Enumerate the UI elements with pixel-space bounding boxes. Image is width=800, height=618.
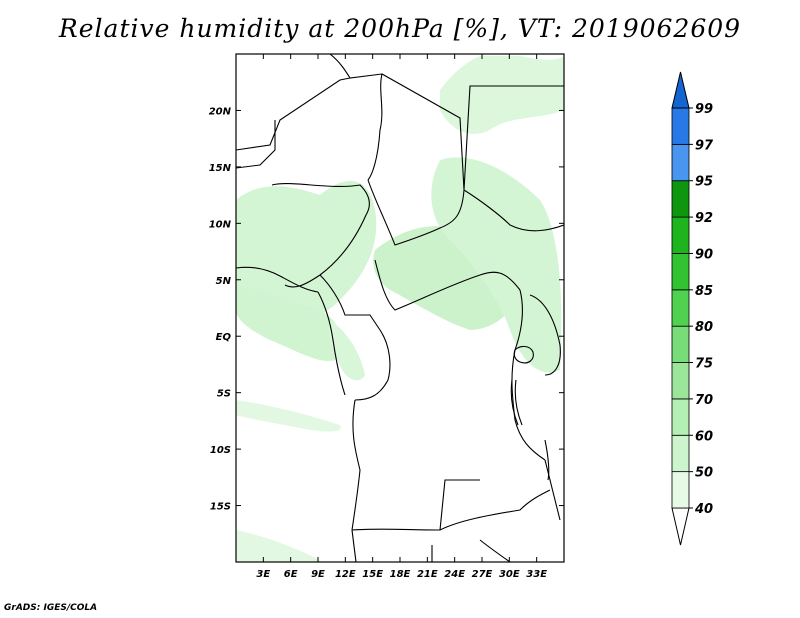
- lat-tick-label: 10S: [210, 445, 231, 456]
- lat-tick-label: 20N: [209, 106, 232, 117]
- lon-tick-label: 27E: [472, 569, 493, 580]
- colorbar-swatch: [671, 253, 690, 291]
- boundary-nigeria: [271, 183, 370, 288]
- boundary-angola-south: [351, 479, 480, 531]
- grads-credit: GrADS: IGES/COLA: [4, 603, 98, 613]
- humidity-patch-north: [440, 56, 564, 134]
- lake-victoria: [513, 345, 534, 364]
- humidity-patch-congo: [328, 320, 365, 381]
- boundary-east-coast: [529, 294, 561, 376]
- boundary-zimbabwe: [431, 539, 511, 562]
- boundary-zambia: [439, 489, 551, 531]
- lon-tick-label: 12E: [335, 569, 356, 580]
- lon-tick-label: 18E: [390, 569, 411, 580]
- map-panel: [235, 53, 565, 563]
- boundary-angola: [351, 399, 361, 531]
- colorbar-level-label: 40: [694, 502, 713, 517]
- boundary-car: [374, 259, 521, 311]
- colorbar-swatch: [671, 434, 690, 473]
- longitude-axis: 3E 6E 9E 12E 15E 18E 21E 24E 27E 30E 33E: [256, 54, 547, 580]
- colorbar-swatch: [671, 471, 690, 509]
- boundary-chad-car: [367, 179, 465, 246]
- colorbar-swatch: [671, 398, 690, 436]
- colorbar-swatch: [671, 107, 690, 145]
- colorbar-swatch: [671, 180, 690, 218]
- boundary-sudan: [463, 189, 564, 232]
- colorbar: 40 50 60 70 75 80 85 90 92 95 97 99: [671, 71, 714, 546]
- lon-tick-label: 15E: [362, 569, 383, 580]
- colorbar-level-label: 95: [695, 175, 713, 190]
- lon-tick-label: 3E: [256, 569, 270, 580]
- coast-west-central: [317, 291, 346, 396]
- colorbar-level-label: 97: [695, 138, 714, 153]
- lat-tick-label: 5S: [217, 389, 231, 400]
- lon-tick-label: 33E: [526, 569, 547, 580]
- boundary-north-border: [329, 54, 564, 191]
- colorbar-level-label: 75: [695, 357, 713, 372]
- colorbar-lower-arrow: [671, 507, 690, 546]
- boundary-mali: [236, 120, 276, 169]
- coast-gulf-guinea: [236, 266, 319, 293]
- colorbar-level-label: 60: [695, 429, 713, 444]
- humidity-patch-east: [431, 157, 562, 373]
- colorbar-swatch: [671, 143, 690, 182]
- humidity-patch-southwest: [236, 530, 320, 562]
- colorbar-swatch: [671, 216, 690, 254]
- lon-tick-label: 30E: [499, 569, 520, 580]
- colorbar-level-label: 80: [695, 320, 713, 335]
- colorbar-level-label: 90: [695, 247, 713, 262]
- colorbar-level-label: 50: [695, 466, 713, 481]
- boundary-namibia: [351, 529, 357, 562]
- lake-malawi: [544, 439, 550, 481]
- colorbar-level-label: 92: [695, 211, 713, 226]
- boundary-congo-drc: [354, 329, 391, 401]
- colorbar-swatch: [671, 325, 690, 363]
- latitude-axis: 20N 15N 10N 5N EQ 5S 10S 15S: [209, 106, 564, 513]
- humidity-field: [236, 56, 564, 562]
- map-title: Relative humidity at 200hPa [%], VT: 201…: [58, 14, 742, 43]
- lake-tanganyika: [510, 379, 523, 426]
- colorbar-swatch: [671, 362, 690, 400]
- country-boundaries: [236, 54, 564, 562]
- lat-tick-label: EQ: [216, 332, 232, 343]
- colorbar-upper-arrow: [671, 71, 690, 109]
- colorbar-level-label: 70: [695, 393, 713, 408]
- colorbar-swatch: [671, 289, 690, 327]
- humidity-patch-west-africa: [236, 180, 377, 324]
- colorbar-level-label: 85: [695, 284, 713, 299]
- lon-tick-label: 6E: [284, 569, 298, 580]
- lon-tick-label: 21E: [417, 569, 438, 580]
- humidity-patch-south-atlantic: [236, 400, 341, 432]
- boundary-cameroon: [319, 274, 381, 331]
- lon-tick-label: 9E: [311, 569, 325, 580]
- lat-tick-label: 10N: [209, 219, 232, 230]
- boundary-tanzania: [544, 459, 561, 521]
- boundary-niger: [236, 77, 351, 151]
- colorbar-level-label: 99: [695, 102, 713, 117]
- boundary-libya-chad: [367, 73, 383, 181]
- lat-tick-label: 15S: [210, 502, 231, 513]
- lon-tick-label: 24E: [444, 569, 465, 580]
- lat-tick-label: 5N: [216, 276, 232, 287]
- boundary-drc-east: [511, 289, 546, 461]
- lat-tick-label: 15N: [209, 163, 232, 174]
- humidity-patch-gulf: [236, 285, 340, 361]
